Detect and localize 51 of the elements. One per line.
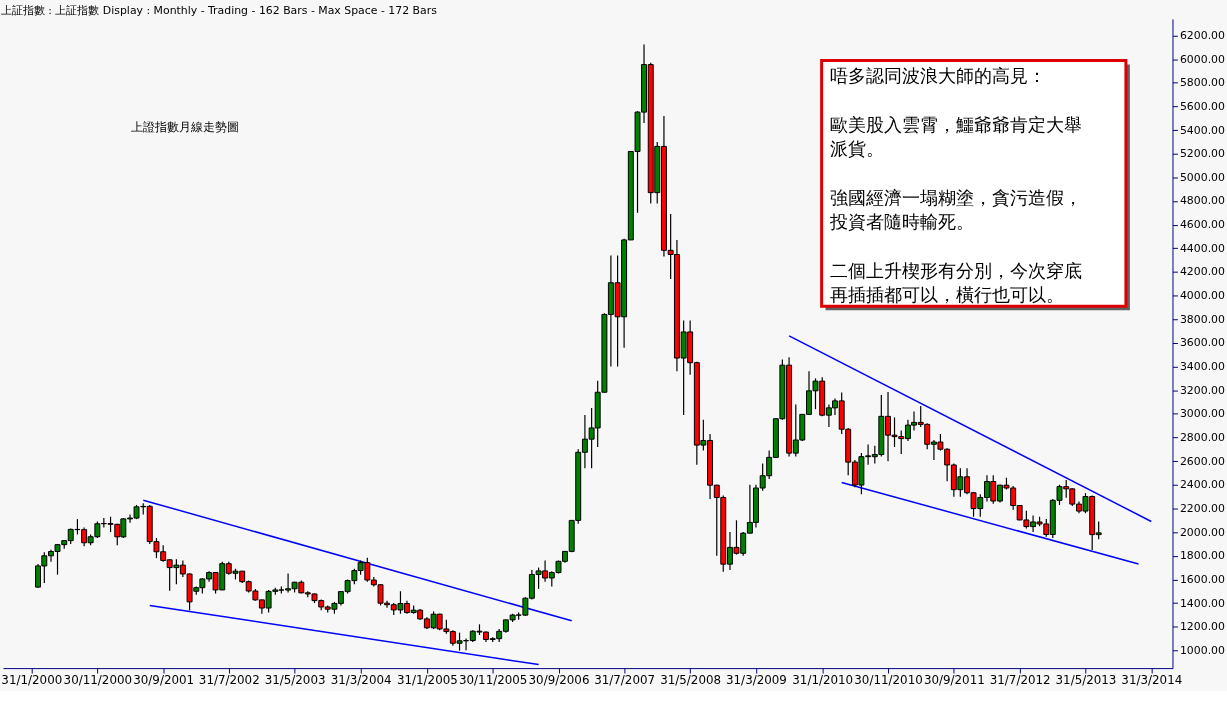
x-tick-label: 31/5/2008 bbox=[660, 673, 722, 688]
annotation: 唔多認同波浪大師的高見： bbox=[829, 65, 1046, 87]
y-tick-label: 1200.00 bbox=[1179, 620, 1226, 634]
y-tick-label: 6000.00 bbox=[1179, 52, 1226, 66]
x-tick-label: 31/7/2007 bbox=[594, 673, 656, 688]
annotation: 強國經濟一塌糊塗，貪污造假，投資者隨時輸死。 bbox=[828, 186, 1082, 233]
annotation: 上證指數月線走勢圖 bbox=[130, 119, 239, 134]
y-tick-label: 3600.00 bbox=[1179, 336, 1226, 350]
y-tick-label: 4800.00 bbox=[1179, 194, 1226, 208]
x-tick-label: 31/5/2003 bbox=[264, 673, 326, 688]
x-tick-label: 30/9/2011 bbox=[923, 673, 985, 688]
y-tick-label: 1600.00 bbox=[1179, 572, 1226, 586]
y-tick-label: 5600.00 bbox=[1179, 99, 1226, 113]
y-tick-label: 3000.00 bbox=[1179, 407, 1226, 421]
x-tick-label: 30/9/2006 bbox=[528, 673, 590, 688]
y-tick-label: 5200.00 bbox=[1179, 147, 1226, 161]
y-tick-label: 4000.00 bbox=[1179, 289, 1226, 303]
y-tick-label: 1800.00 bbox=[1179, 549, 1226, 563]
y-tick-label: 2000.00 bbox=[1179, 525, 1226, 539]
y-tick-label: 1000.00 bbox=[1179, 643, 1226, 657]
annotation: 歐美股入雲霄，鱷爺爺肯定大舉派貨。 bbox=[829, 113, 1082, 160]
x-tick-label: 30/11/2005 bbox=[458, 673, 528, 688]
y-tick-label: 4600.00 bbox=[1179, 218, 1226, 232]
chart-title: 上証指數 : 上証指數 Display : Monthly - Trading - 162 Bars - Max Space - 172 Bars bbox=[0, 3, 438, 17]
x-tick-label: 31/7/2002 bbox=[198, 673, 260, 688]
y-tick-label: 5400.00 bbox=[1179, 123, 1226, 137]
x-tick-label: 31/1/2000 bbox=[1, 673, 63, 688]
x-tick-label: 30/11/2010 bbox=[854, 673, 923, 688]
y-tick-label: 2600.00 bbox=[1179, 454, 1226, 468]
annotation: 二個上升楔形有分別，今次穿底再插插都可以，橫行也可以。 bbox=[829, 259, 1082, 305]
y-tick-label: 2800.00 bbox=[1179, 430, 1226, 444]
y-tick-label: 3200.00 bbox=[1179, 383, 1226, 397]
y-tick-label: 6200.00 bbox=[1179, 28, 1226, 42]
y-tick-label: 3800.00 bbox=[1179, 312, 1226, 326]
y-tick-label: 4400.00 bbox=[1179, 241, 1226, 255]
y-tick-label: 3400.00 bbox=[1179, 360, 1226, 374]
y-tick-label: 2400.00 bbox=[1179, 478, 1226, 492]
x-tick-label: 31/3/2004 bbox=[330, 673, 392, 688]
x-tick-label: 31/1/2010 bbox=[792, 673, 854, 688]
y-tick-label: 5800.00 bbox=[1179, 76, 1226, 90]
x-tick-label: 31/7/2012 bbox=[989, 673, 1051, 688]
y-tick-label: 2200.00 bbox=[1179, 501, 1226, 515]
x-tick-label: 31/5/2013 bbox=[1055, 673, 1117, 688]
x-tick-label: 31/3/2009 bbox=[726, 673, 787, 688]
x-tick-label: 30/9/2001 bbox=[133, 673, 195, 688]
x-tick-label: 30/11/2000 bbox=[63, 673, 133, 688]
y-tick-label: 1400.00 bbox=[1179, 596, 1226, 610]
y-tick-label: 4200.00 bbox=[1179, 265, 1226, 279]
x-tick-label: 31/3/2014 bbox=[1121, 673, 1183, 688]
y-tick-label: 5000.00 bbox=[1179, 170, 1226, 184]
x-tick-label: 31/1/2005 bbox=[396, 673, 458, 688]
